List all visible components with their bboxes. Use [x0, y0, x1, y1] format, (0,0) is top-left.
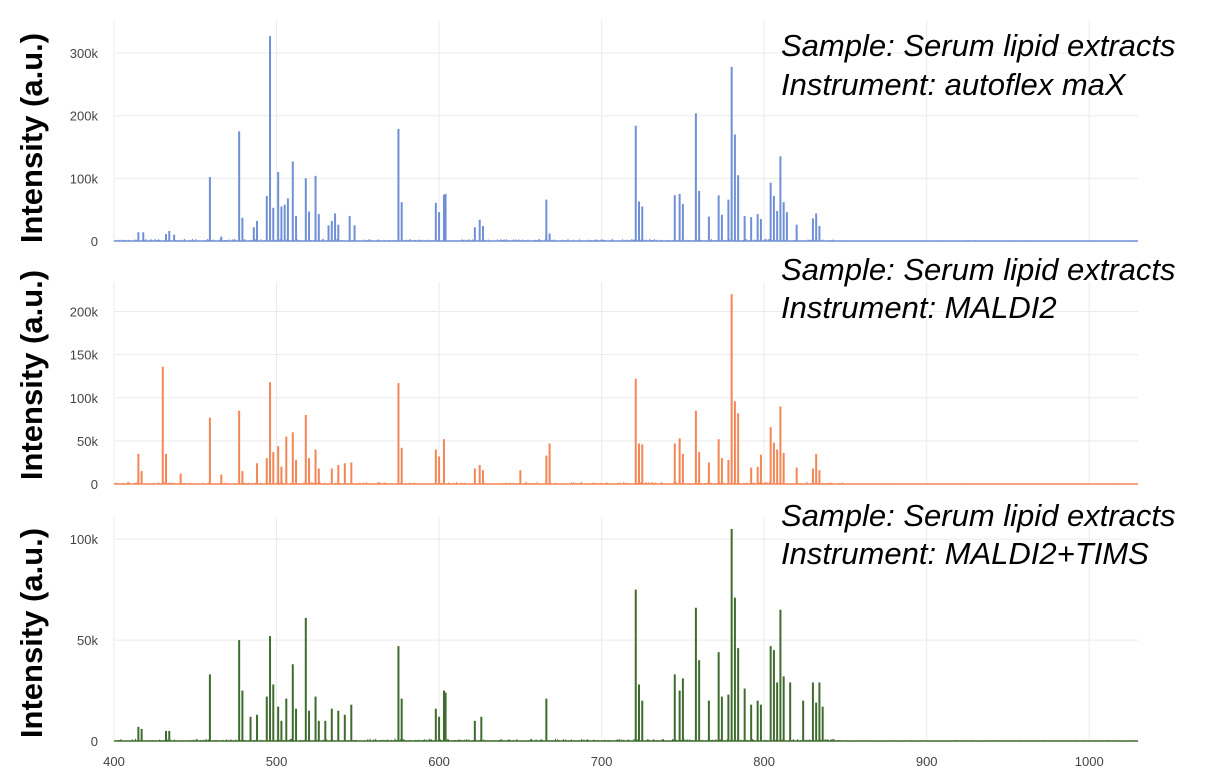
x-tick-label: 1000: [1075, 754, 1104, 769]
y-axis-label: Intensity (a.u.): [14, 528, 49, 738]
x-tick-label: 900: [916, 754, 938, 769]
y-tick-label: 100k: [70, 391, 99, 406]
instrument-annotation: Instrument: MALDI2+TIMS: [781, 536, 1149, 571]
x-tick-label: 800: [753, 754, 775, 769]
y-tick-label: 50k: [77, 633, 98, 648]
y-tick-label: 100k: [70, 171, 99, 186]
sample-annotation: Sample: Serum lipid extracts: [781, 498, 1176, 533]
x-tick-label: 600: [428, 754, 450, 769]
y-tick-label: 0: [91, 477, 98, 492]
y-tick-label: 200k: [70, 305, 99, 320]
instrument-annotation: Instrument: MALDI2: [781, 290, 1057, 325]
panel-2: 0 50k 100k 150k 200k Intensity (a.u.) Sample: …: [14, 252, 1176, 492]
x-tick-label: 700: [591, 754, 613, 769]
y-tick-label: 200k: [70, 109, 99, 124]
y-tick-label: 100k: [70, 532, 99, 547]
y-tick-label: 50k: [77, 434, 98, 449]
x-tick-label: 400: [103, 754, 125, 769]
y-tick-label: 150k: [70, 348, 99, 363]
y-axis-label: Intensity (a.u.): [14, 33, 49, 243]
panel-3: 0 50k 100k 400 500 600 700 800 900 1000 Intensity …: [14, 498, 1176, 769]
panel-1: 0 100k 200k 300k Intensity (a.u.) Sample: Ser…: [14, 20, 1176, 249]
x-tick-label: 500: [266, 754, 288, 769]
sample-annotation: Sample: Serum lipid extracts: [781, 252, 1176, 287]
instrument-annotation: Instrument: autoflex maX: [781, 67, 1127, 102]
y-tick-label: 300k: [70, 46, 99, 61]
y-axis-label: Intensity (a.u.): [14, 270, 49, 480]
sample-annotation: Sample: Serum lipid extracts: [781, 28, 1176, 63]
y-tick-label: 0: [91, 234, 98, 249]
y-tick-label: 0: [91, 734, 98, 749]
